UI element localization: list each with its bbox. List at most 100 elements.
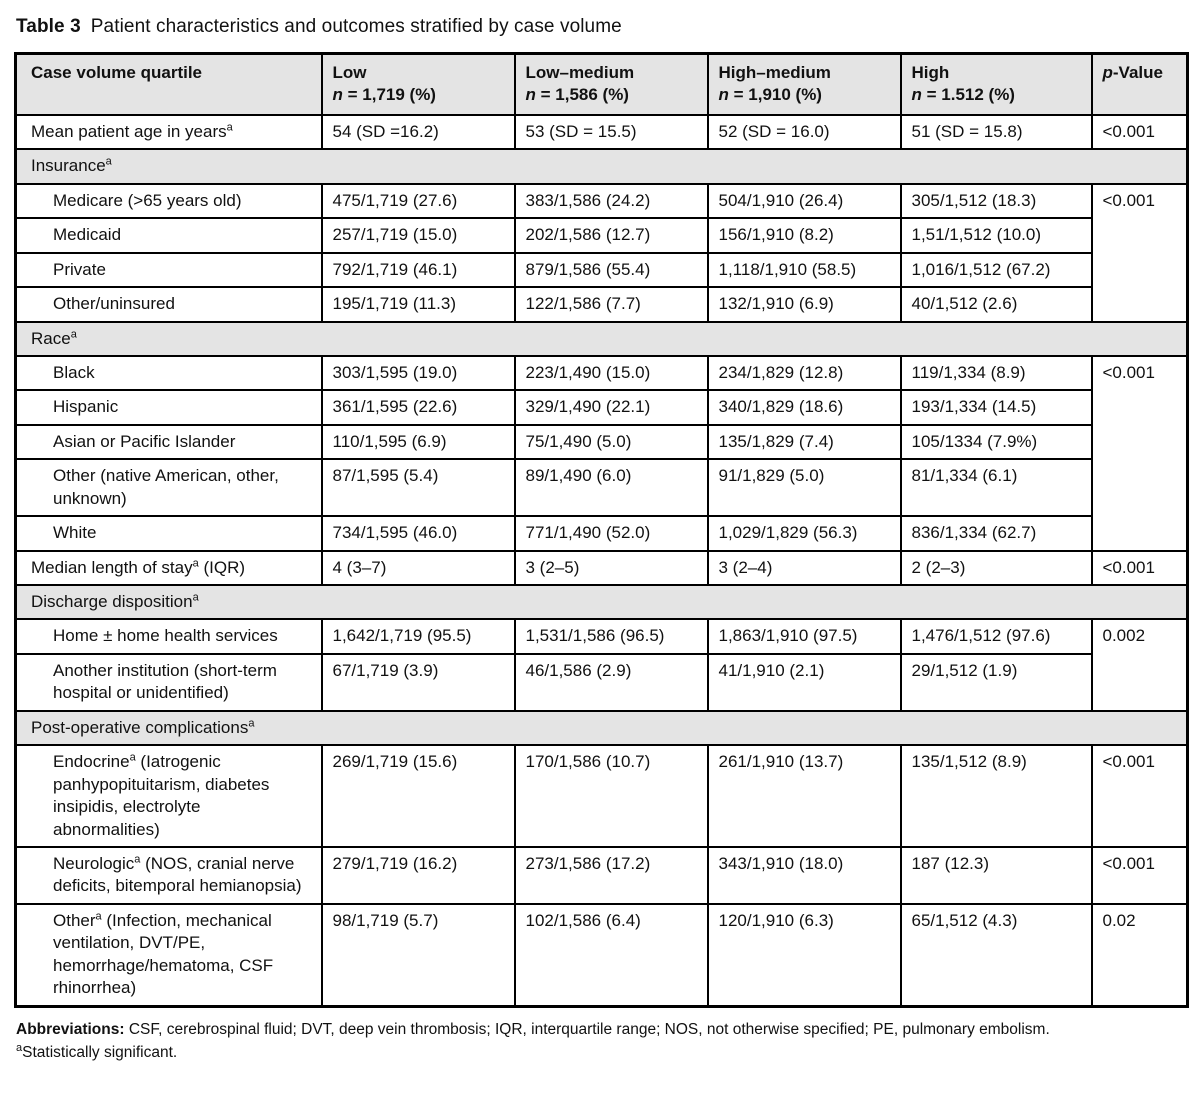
section-label: Insurancea	[14, 148, 1189, 185]
value-cell: 135/1,829 (7.4)	[706, 423, 902, 461]
value-cell: 1,118/1,910 (58.5)	[706, 251, 902, 289]
value-cell: 110/1,595 (6.9)	[320, 423, 516, 461]
header-row: Case volume quartile Low n = 1,719 (%) L…	[14, 52, 1189, 116]
footnote-marker: a	[70, 327, 77, 340]
section-label: Racea	[14, 320, 1189, 357]
value-cell: 29/1,512 (1.9)	[899, 652, 1093, 712]
value-cell: 202/1,586 (12.7)	[513, 217, 709, 254]
row-label: Another institution (short-term hospital…	[14, 652, 323, 712]
header-n-count: = 1,719 (%)	[342, 85, 436, 105]
header-col-name: High–medium	[718, 63, 831, 82]
row-label: Median length of staya (IQR)	[14, 549, 323, 587]
table-row: Othera (Infection, mechanical ventilatio…	[14, 902, 1189, 1008]
value-cell: 51 (SD = 15.8)	[899, 113, 1093, 151]
row-label: Home ± home health services	[14, 618, 323, 655]
significance-note: aStatistically significant.	[16, 1041, 1186, 1064]
value-cell: 187 (12.3)	[899, 845, 1093, 905]
row-label: Medicaid	[14, 217, 323, 254]
table-header: Case volume quartile Low n = 1,719 (%) L…	[14, 52, 1189, 116]
footnote-marker: a	[248, 717, 255, 730]
value-cell: 234/1,829 (12.8)	[706, 354, 902, 392]
value-cell: 2 (2–3)	[899, 549, 1093, 587]
abbreviations-text: CSF, cerebrospinal fluid; DVT, deep vein…	[124, 1020, 1050, 1038]
table-row: Private 792/1,719 (46.1) 879/1,586 (55.4) 1…	[14, 251, 1188, 289]
value-cell: 504/1,910 (26.4)	[706, 182, 902, 220]
header-high-medium: High–medium n = 1,910 (%)	[706, 52, 902, 116]
row-label: Neurologica (NOS, cranial nerve deficits…	[14, 845, 323, 905]
header-col-name: High	[911, 63, 950, 82]
value-cell: 67/1,719 (3.9)	[320, 652, 516, 712]
value-cell: 52 (SD = 16.0)	[706, 113, 902, 151]
header-n-symbol: n	[332, 85, 343, 105]
row-label: White	[14, 515, 323, 552]
table-number-label: Table 3	[16, 16, 81, 37]
header-n-count: = 1.512 (%)	[921, 85, 1015, 105]
value-cell: 122/1,586 (7.7)	[513, 286, 709, 323]
table-body: Mean patient age in yearsa 54 (SD =16.2) 5…	[14, 113, 1189, 1008]
value-cell: 54 (SD =16.2)	[320, 113, 516, 151]
row-label: Black	[14, 354, 323, 392]
footnote-marker: a	[226, 121, 233, 134]
value-cell: 89/1,490 (6.0)	[513, 458, 709, 518]
table-row: Other/uninsured 195/1,719 (11.3) 122/1,586…	[14, 286, 1188, 323]
row-label: Othera (Infection, mechanical ventilatio…	[14, 902, 323, 1008]
value-cell: 223/1,490 (15.0)	[513, 354, 709, 392]
footnote-marker: a	[129, 751, 136, 764]
footnote-marker: a	[192, 556, 199, 569]
table-row: Endocrinea (Iatrogenic panhypopituitaris…	[14, 744, 1189, 848]
value-cell: 257/1,719 (15.0)	[320, 217, 516, 254]
abbreviations-label: Abbreviations:	[16, 1020, 125, 1038]
value-cell: 792/1,719 (46.1)	[320, 251, 516, 289]
row-label: Medicare (>65 years old)	[14, 182, 323, 220]
significance-note-marker: a	[16, 1041, 23, 1054]
value-cell: 1,531/1,586 (96.5)	[513, 618, 709, 655]
header-n-symbol: n	[525, 85, 536, 105]
section-label: Discharge dispositiona	[14, 583, 1189, 621]
section-label: Post-operative complicationsa	[14, 709, 1189, 747]
value-cell: 53 (SD = 15.5)	[513, 113, 709, 151]
table-row: Medicare (>65 years old) 475/1,719 (27.6)…	[14, 182, 1189, 323]
value-cell: 279/1,719 (16.2)	[320, 845, 516, 905]
value-cell: 193/1,334 (14.5)	[899, 389, 1093, 426]
value-cell: 132/1,910 (6.9)	[706, 286, 902, 323]
footnote-marker: a	[95, 910, 102, 923]
value-cell: 273/1,586 (17.2)	[513, 845, 709, 905]
header-label: Case volume quartile	[31, 63, 203, 82]
header-case-volume-quartile: Case volume quartile	[14, 52, 323, 116]
table-row: Home ± home health services 1,642/1,719 (…	[14, 618, 1189, 712]
p-value-cell: <0.001	[1090, 113, 1189, 151]
section-row: Insurancea	[14, 148, 1189, 185]
row-label: Endocrinea (Iatrogenic panhypopituitaris…	[14, 744, 323, 848]
value-cell: 87/1,595 (5.4)	[320, 458, 516, 518]
value-cell: 98/1,719 (5.7)	[320, 902, 516, 1008]
row-label: Other (native American, other, unknown)	[14, 458, 323, 518]
value-cell: 1,642/1,719 (95.5)	[320, 618, 516, 655]
p-value-cell: <0.001	[1090, 549, 1189, 587]
value-cell: 105/1334 (7.9%)	[899, 423, 1093, 461]
value-cell: 65/1,512 (4.3)	[899, 902, 1093, 1008]
value-cell: 303/1,595 (19.0)	[320, 354, 516, 392]
section-row: Racea	[14, 320, 1189, 357]
footnote-marker: a	[192, 591, 199, 604]
table-footnotes: Abbreviations: CSF, cerebrospinal fluid;…	[16, 1018, 1186, 1065]
footnote-marker: a	[105, 155, 112, 168]
value-cell: 40/1,512 (2.6)	[899, 286, 1093, 323]
value-cell: 340/1,829 (18.6)	[706, 389, 902, 426]
value-cell: 305/1,512 (18.3)	[899, 182, 1093, 220]
header-p-rest: -Value	[1112, 63, 1163, 82]
value-cell: 1,51/1,512 (10.0)	[899, 217, 1093, 254]
value-cell: 156/1,910 (8.2)	[706, 217, 902, 254]
row-label: Asian or Pacific Islander	[14, 423, 323, 461]
value-cell: 343/1,910 (18.0)	[706, 845, 902, 905]
value-cell: 195/1,719 (11.3)	[320, 286, 516, 323]
value-cell: 41/1,910 (2.1)	[706, 652, 902, 712]
header-low: Low n = 1,719 (%)	[320, 52, 516, 116]
table-row: Median length of staya (IQR) 4 (3–7) 3 (2–…	[14, 549, 1189, 587]
value-cell: 102/1,586 (6.4)	[513, 902, 709, 1008]
row-label: Other/uninsured	[14, 286, 323, 323]
value-cell: 170/1,586 (10.7)	[513, 744, 709, 848]
header-n-count: = 1,910 (%)	[728, 85, 822, 105]
section-row: Discharge dispositiona	[14, 583, 1189, 621]
table-row: Hispanic 361/1,595 (22.6) 329/1,490 (22.1)…	[14, 389, 1188, 426]
table-row: Black 303/1,595 (19.0) 223/1,490 (15.0) 234…	[14, 354, 1189, 552]
